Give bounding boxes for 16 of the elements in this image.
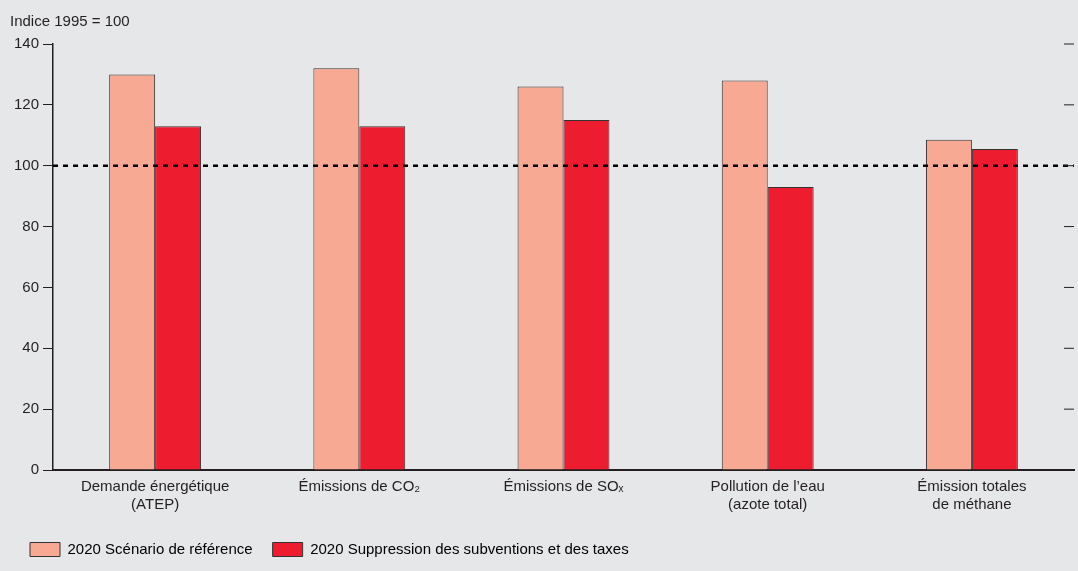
legend-label: 2020 Suppression des subventions et des taxes — [310, 539, 629, 557]
y-tick-label: 60 — [22, 277, 40, 295]
y-tick-label: 20 — [22, 399, 40, 417]
x-tick-label: Émission totales de méthane — [917, 477, 1027, 513]
x-tick-label: Émissions de CO₂ — [298, 477, 421, 495]
y-tick-label: 40 — [22, 338, 40, 356]
legend-label: 2020 Scénario de référence — [67, 539, 253, 557]
x-tick-label: Émissions de SOₓ — [503, 477, 624, 495]
y-tick-label: 140 — [14, 34, 40, 52]
y-tick-label: 120 — [14, 95, 40, 112]
y-tick-label: 80 — [22, 216, 40, 234]
y-tick-label: 100 — [14, 155, 40, 173]
y-axis-title: Indice 1995 = 100 — [10, 11, 130, 29]
x-tick-label: Demande énergétique (ATEP) — [80, 477, 230, 513]
x-tick-label: Pollution de l’eau (azote total) — [710, 477, 825, 513]
y-tick-label: 0 — [30, 460, 40, 478]
